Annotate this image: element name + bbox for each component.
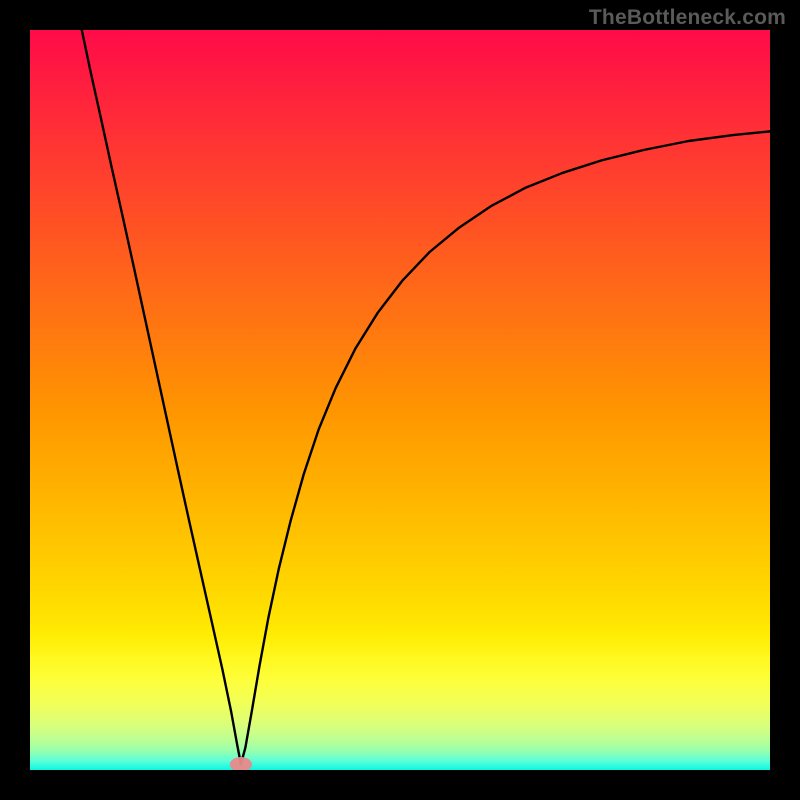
chart-frame: TheBottleneck.com: [0, 0, 800, 800]
plot-area: [30, 30, 770, 770]
bottleneck-curve-svg: [30, 30, 770, 770]
watermark-text: TheBottleneck.com: [589, 6, 786, 30]
heat-gradient-background: [30, 30, 770, 770]
